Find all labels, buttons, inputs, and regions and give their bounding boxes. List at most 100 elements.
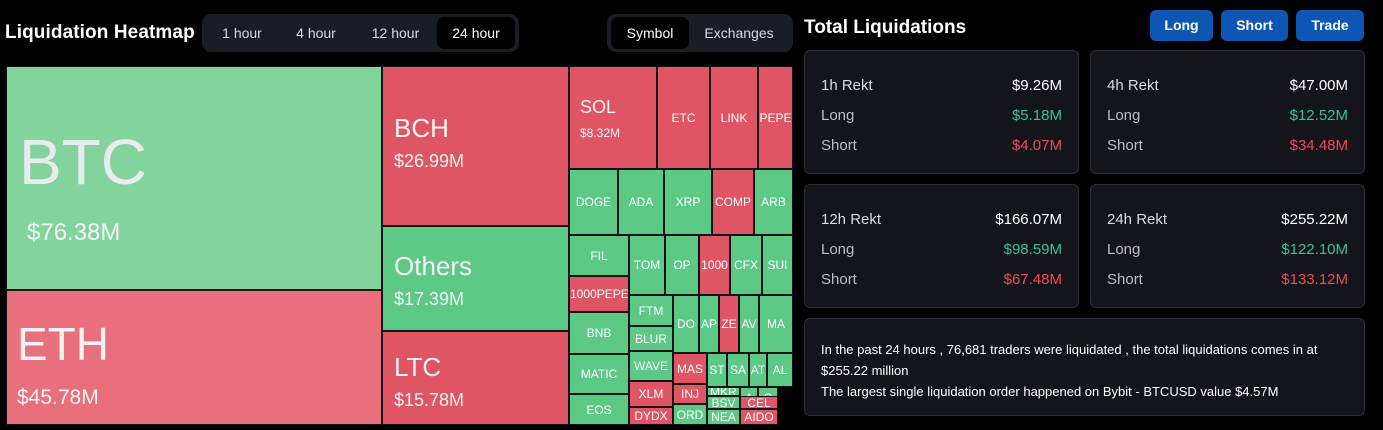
tab-4-hour[interactable]: 4 hour (296, 25, 336, 41)
tab-exchanges[interactable]: Exchanges (704, 25, 774, 41)
tile-symbol: BCH (394, 113, 449, 143)
tile-symbol: NEA (711, 410, 736, 424)
tile-symbol: MKR (710, 387, 737, 396)
treemap-tile-inj[interactable]: INJ (673, 384, 707, 404)
treemap-tile-blur[interactable]: BLUR (629, 326, 673, 351)
treemap-tile-ma[interactable]: MA (759, 295, 793, 353)
treemap-tile-at[interactable]: AT (749, 353, 767, 387)
tile-symbol: MAS (676, 361, 703, 376)
tile-symbol: ETH (17, 318, 109, 370)
tile-value: $15.78M (394, 390, 465, 410)
treemap-tile-st[interactable]: ST (707, 353, 727, 387)
liquidation-treemap: BTC $76.38M ETH $45.78M BCH $26.99M Others $17.… (6, 66, 793, 425)
tile-symbol: EOS (586, 402, 612, 417)
treemap-tile-pepe[interactable]: PEPE (758, 66, 793, 169)
card-label: 4h Rekt (1107, 77, 1159, 94)
treemap-tile-mkr[interactable]: MKR (707, 387, 740, 396)
card-label: 24h Rekt (1107, 211, 1168, 228)
short-label: Short (1107, 271, 1143, 288)
treemap-tile-1000[interactable]: 1000 (699, 235, 730, 295)
tile-value: $8.32M (580, 126, 621, 140)
tile-symbol: 1000 (701, 258, 728, 272)
tile-symbol: FTM (638, 303, 664, 318)
tile-symbol: ADA (628, 195, 654, 209)
treemap-tile-do[interactable]: DO (673, 295, 699, 353)
treemap-tile-ap[interactable]: AP (699, 295, 719, 353)
treemap-tile-cfx[interactable]: CFX (730, 235, 762, 295)
treemap-tile-sa[interactable]: SA (727, 353, 749, 387)
tile-symbol: PEPE (759, 110, 792, 125)
treemap-tile-cel[interactable]: CEL (740, 396, 778, 409)
tile-symbol: XLM (638, 387, 664, 401)
treemap-tile-av[interactable]: AV (739, 295, 759, 353)
treemap-tile-bsv[interactable]: BSV (707, 396, 740, 409)
treemap-tile-bch[interactable]: BCH $26.99M (382, 66, 569, 226)
treemap-tile-btc[interactable]: BTC $76.38M (6, 66, 382, 290)
treemap-tile-sui[interactable]: SUI (762, 235, 793, 295)
tile-symbol: BLUR (634, 331, 667, 346)
treemap-tile-op[interactable]: OP (665, 235, 699, 295)
treemap-tile-comp[interactable]: COMP (712, 169, 754, 235)
short-label: Short (821, 137, 857, 154)
tile-symbol: AIDO (744, 410, 774, 424)
treemap-tile-matic[interactable]: MATIC (569, 354, 629, 394)
tile-symbol: LINK (720, 110, 748, 125)
treemap-tile-al[interactable]: AL (767, 353, 793, 387)
tile-symbol: WAVE (633, 359, 668, 373)
rekt-card-12h: 12h Rekt $166.07M Long $98.59M Short $67.48… (804, 184, 1079, 308)
treemap-tile-arb[interactable]: ARB (754, 169, 793, 235)
card-total: $255.22M (1281, 211, 1348, 228)
treemap-tile-aido[interactable]: AIDO (740, 409, 778, 425)
tile-symbol: CFX (734, 258, 758, 272)
largest-order-text: The largest single liquidation order hap… (821, 384, 1279, 399)
treemap-tile-xrp[interactable]: XRP (664, 169, 712, 235)
card-total: $9.26M (1011, 77, 1062, 94)
tile-symbol: BSV (711, 396, 736, 409)
short-button[interactable]: Short (1221, 10, 1288, 41)
tile-symbol: DO (677, 317, 695, 331)
treemap-tile-1000pepe[interactable]: 1000PEPE (569, 276, 629, 312)
treemap-tile-sol[interactable]: SOL $8.32M (569, 66, 657, 169)
treemap-tile-nea[interactable]: NEA (707, 409, 740, 425)
treemap-tile-mas[interactable]: MAS (673, 353, 707, 384)
short-value: $133.12M (1281, 271, 1348, 288)
treemap-tile-ftm[interactable]: FTM (629, 295, 673, 326)
treemap-tile-bnb[interactable]: BNB (569, 312, 629, 354)
tile-symbol: ETC (671, 110, 696, 125)
treemap-tile-link[interactable]: LINK (710, 66, 758, 169)
treemap-tile-wave[interactable]: WAVE (629, 351, 673, 381)
tile-symbol: SA (729, 363, 746, 377)
tile-symbol: BNB (586, 326, 612, 340)
tile-symbol: ORD (676, 407, 704, 422)
treemap-tile-tom[interactable]: TOM (629, 235, 665, 295)
tab-12-hour[interactable]: 12 hour (371, 25, 420, 41)
summary-text: In the past 24 hours , 76,681 traders we… (821, 342, 1318, 378)
long-label: Long (821, 241, 855, 258)
treemap-tile-xlm[interactable]: XLM (629, 381, 673, 407)
treemap-tile-ltc[interactable]: LTC $15.78M (382, 331, 569, 425)
treemap-tile-fil[interactable]: FIL (569, 235, 629, 276)
treemap-tile-ze[interactable]: ZE (719, 295, 739, 353)
treemap-tile-eth[interactable]: ETH $45.78M (6, 290, 382, 425)
tile-symbol: MA (767, 317, 785, 331)
treemap-tile-ord[interactable]: ORD (673, 404, 707, 425)
tab-24-hour[interactable]: 24 hour (437, 17, 515, 49)
long-value: $12.52M (1289, 107, 1348, 124)
treemap-tile-eos[interactable]: EOS (569, 394, 629, 425)
treemap-tile-ada[interactable]: ADA (618, 169, 664, 235)
tile-symbol: FIL (590, 248, 608, 263)
treemap-tile-others[interactable]: Others $17.39M (382, 226, 569, 331)
long-button[interactable]: Long (1150, 10, 1213, 41)
tile-symbol: AL (772, 363, 788, 377)
short-label: Short (1107, 137, 1143, 154)
card-label: 12h Rekt (821, 211, 882, 228)
tab-symbol[interactable]: Symbol (611, 17, 689, 49)
treemap-tile-doge[interactable]: DOGE (569, 169, 618, 235)
treemap-tile-etc[interactable]: ETC (657, 66, 710, 169)
total-liquidations-title: Total Liquidations (804, 17, 967, 38)
trade-button[interactable]: Trade (1296, 10, 1364, 41)
long-value: $5.18M (1011, 107, 1062, 124)
tab-1-hour[interactable]: 1 hour (222, 25, 262, 41)
treemap-tile-dydx[interactable]: DYDX (629, 407, 673, 425)
long-value: $98.59M (1003, 241, 1062, 258)
